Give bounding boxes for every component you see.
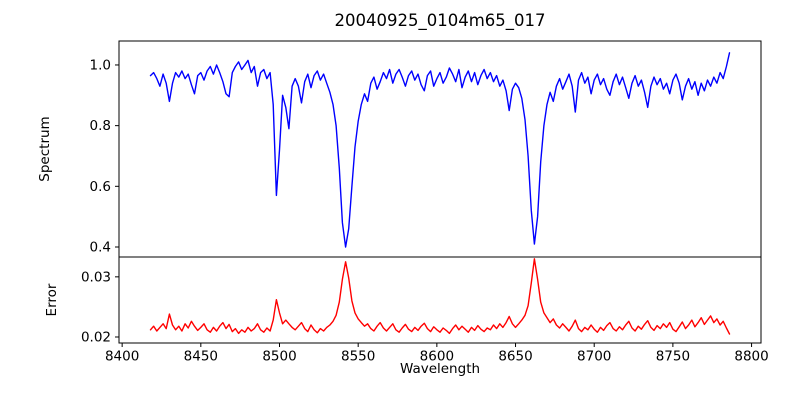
error-line [149,258,731,335]
y-tick-label: 0.4 [90,239,111,255]
x-axis-label: Wavelength [399,361,481,377]
y-tick-label: 0.02 [81,329,111,345]
x-tick-label: 8800 [734,349,768,365]
x-tick-label: 8700 [577,349,611,365]
x-tick-label: 8650 [498,349,532,365]
y-tick-label: 0.6 [90,179,111,195]
x-tick-label: 8400 [105,349,139,365]
x-tick-label: 8450 [184,349,218,365]
error-panel-spines [118,256,762,344]
x-tick-label: 8750 [656,349,690,365]
x-tick-label: 8500 [262,349,296,365]
y-axis-label-error: Error [44,283,60,317]
x-tick-label: 8550 [341,349,375,365]
spectrum-line [149,52,731,248]
y-tick-label: 0.03 [81,269,111,285]
y-tick-label: 0.8 [90,118,111,134]
chart-title: 20040925_0104m65_017 [334,11,546,30]
y-axis-label-spectrum: Spectrum [37,116,53,182]
x-tick-label: 8600 [420,349,454,365]
y-tick-label: 1.0 [90,57,111,73]
